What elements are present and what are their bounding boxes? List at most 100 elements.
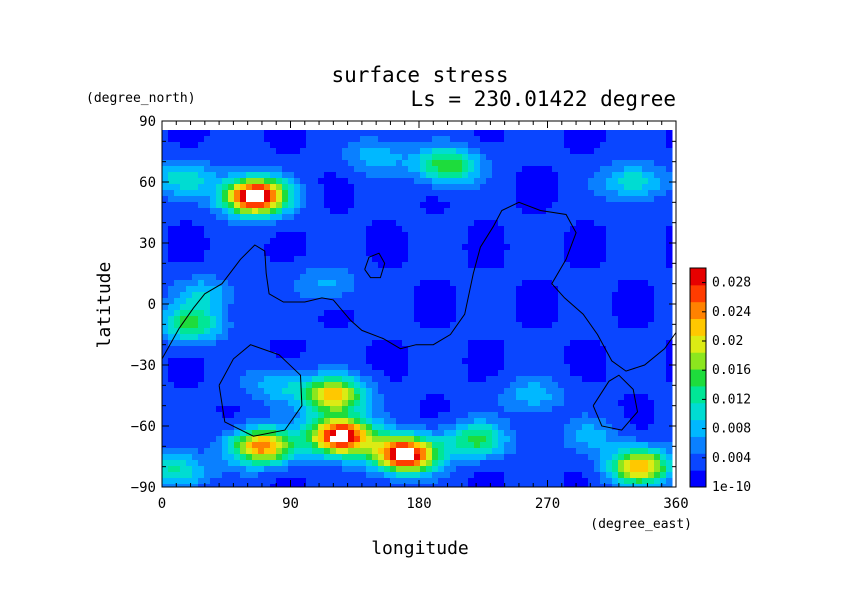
heatmap-cell <box>516 256 523 263</box>
heatmap-cell <box>228 364 235 371</box>
heatmap-cell <box>276 232 283 239</box>
heatmap-cell <box>468 172 475 179</box>
heatmap-cell <box>252 322 259 329</box>
heatmap-cell <box>612 244 619 251</box>
heatmap-cell <box>540 376 547 383</box>
heatmap-cell <box>348 358 355 365</box>
heatmap-cell <box>222 160 229 167</box>
heatmap-cell <box>558 310 565 317</box>
heatmap-cell <box>228 358 235 365</box>
heatmap-cell <box>588 136 595 143</box>
heatmap-cell <box>438 334 445 341</box>
heatmap-cell <box>246 202 253 209</box>
heatmap-cell <box>642 172 649 179</box>
heatmap-cell <box>336 148 343 155</box>
heatmap-cell <box>648 472 655 479</box>
heatmap-cell <box>414 472 421 479</box>
heatmap-cell <box>402 424 409 431</box>
heatmap-cell <box>246 310 253 317</box>
heatmap-cell <box>642 394 649 401</box>
heatmap-cell <box>450 220 457 227</box>
heatmap-cell <box>570 376 577 383</box>
heatmap-cell <box>306 310 313 317</box>
heatmap-cell <box>450 226 457 233</box>
heatmap-cell <box>258 412 265 419</box>
heatmap-cell <box>462 286 469 293</box>
heatmap-cell <box>396 178 403 185</box>
heatmap-cell <box>312 316 319 323</box>
heatmap-cell <box>246 214 253 221</box>
heatmap-cell <box>624 448 631 455</box>
heatmap-cell <box>312 184 319 191</box>
heatmap-cell <box>456 220 463 227</box>
heatmap-cell <box>624 214 631 221</box>
heatmap-cell <box>174 292 181 299</box>
heatmap-cell <box>600 364 607 371</box>
heatmap-cell <box>324 316 331 323</box>
heatmap-cell <box>516 328 523 335</box>
heatmap-cell <box>384 298 391 305</box>
heatmap-cell <box>552 358 559 365</box>
heatmap-cell <box>564 376 571 383</box>
heatmap-cell <box>264 136 271 143</box>
heatmap-cell <box>402 472 409 479</box>
heatmap-cell <box>420 316 427 323</box>
heatmap-cell <box>354 280 361 287</box>
heatmap-cell <box>468 412 475 419</box>
heatmap-cell <box>516 274 523 281</box>
heatmap-cell <box>222 136 229 143</box>
heatmap-cell <box>294 340 301 347</box>
heatmap-cell <box>582 298 589 305</box>
heatmap-cell <box>576 196 583 203</box>
heatmap-cell <box>660 286 667 293</box>
heatmap-cell <box>552 130 559 137</box>
heatmap-cell <box>246 328 253 335</box>
heatmap-cell <box>486 202 493 209</box>
heatmap-cell <box>498 262 505 269</box>
heatmap-cell <box>234 220 241 227</box>
heatmap-cell <box>570 286 577 293</box>
heatmap-cell <box>420 184 427 191</box>
heatmap-cell <box>564 274 571 281</box>
heatmap-cell <box>606 244 613 251</box>
heatmap-cell <box>366 346 373 353</box>
heatmap-cell <box>546 328 553 335</box>
heatmap-cell <box>378 430 385 437</box>
heatmap-cell <box>522 280 529 287</box>
heatmap-cell <box>474 226 481 233</box>
heatmap-cell <box>348 382 355 389</box>
heatmap-cell <box>654 190 661 197</box>
heatmap-cell <box>222 250 229 257</box>
heatmap-cell <box>432 472 439 479</box>
heatmap-cell <box>510 250 517 257</box>
heatmap-cell <box>522 232 529 239</box>
heatmap-cell <box>396 442 403 449</box>
heatmap-cell <box>600 424 607 431</box>
heatmap-cell <box>396 238 403 245</box>
heatmap-cell <box>210 196 217 203</box>
heatmap-cell <box>450 238 457 245</box>
heatmap-cell <box>624 376 631 383</box>
heatmap-cell <box>216 370 223 377</box>
heatmap-cell <box>456 160 463 167</box>
heatmap-cell <box>300 382 307 389</box>
heatmap-cell <box>504 328 511 335</box>
heatmap-cell <box>534 190 541 197</box>
heatmap-cell <box>414 160 421 167</box>
heatmap-cell <box>354 328 361 335</box>
heatmap-cell <box>180 334 187 341</box>
heatmap-cell <box>312 292 319 299</box>
heatmap-cell <box>564 244 571 251</box>
heatmap-cell <box>180 202 187 209</box>
heatmap-cell <box>384 388 391 395</box>
heatmap-cell <box>414 424 421 431</box>
heatmap-cell <box>594 172 601 179</box>
heatmap-cell <box>666 208 673 215</box>
heatmap-cell <box>324 352 331 359</box>
heatmap-cell <box>234 280 241 287</box>
heatmap-cell <box>546 160 553 167</box>
heatmap-cell <box>624 334 631 341</box>
heatmap-cell <box>462 298 469 305</box>
heatmap-cell <box>276 214 283 221</box>
heatmap-cell <box>570 334 577 341</box>
